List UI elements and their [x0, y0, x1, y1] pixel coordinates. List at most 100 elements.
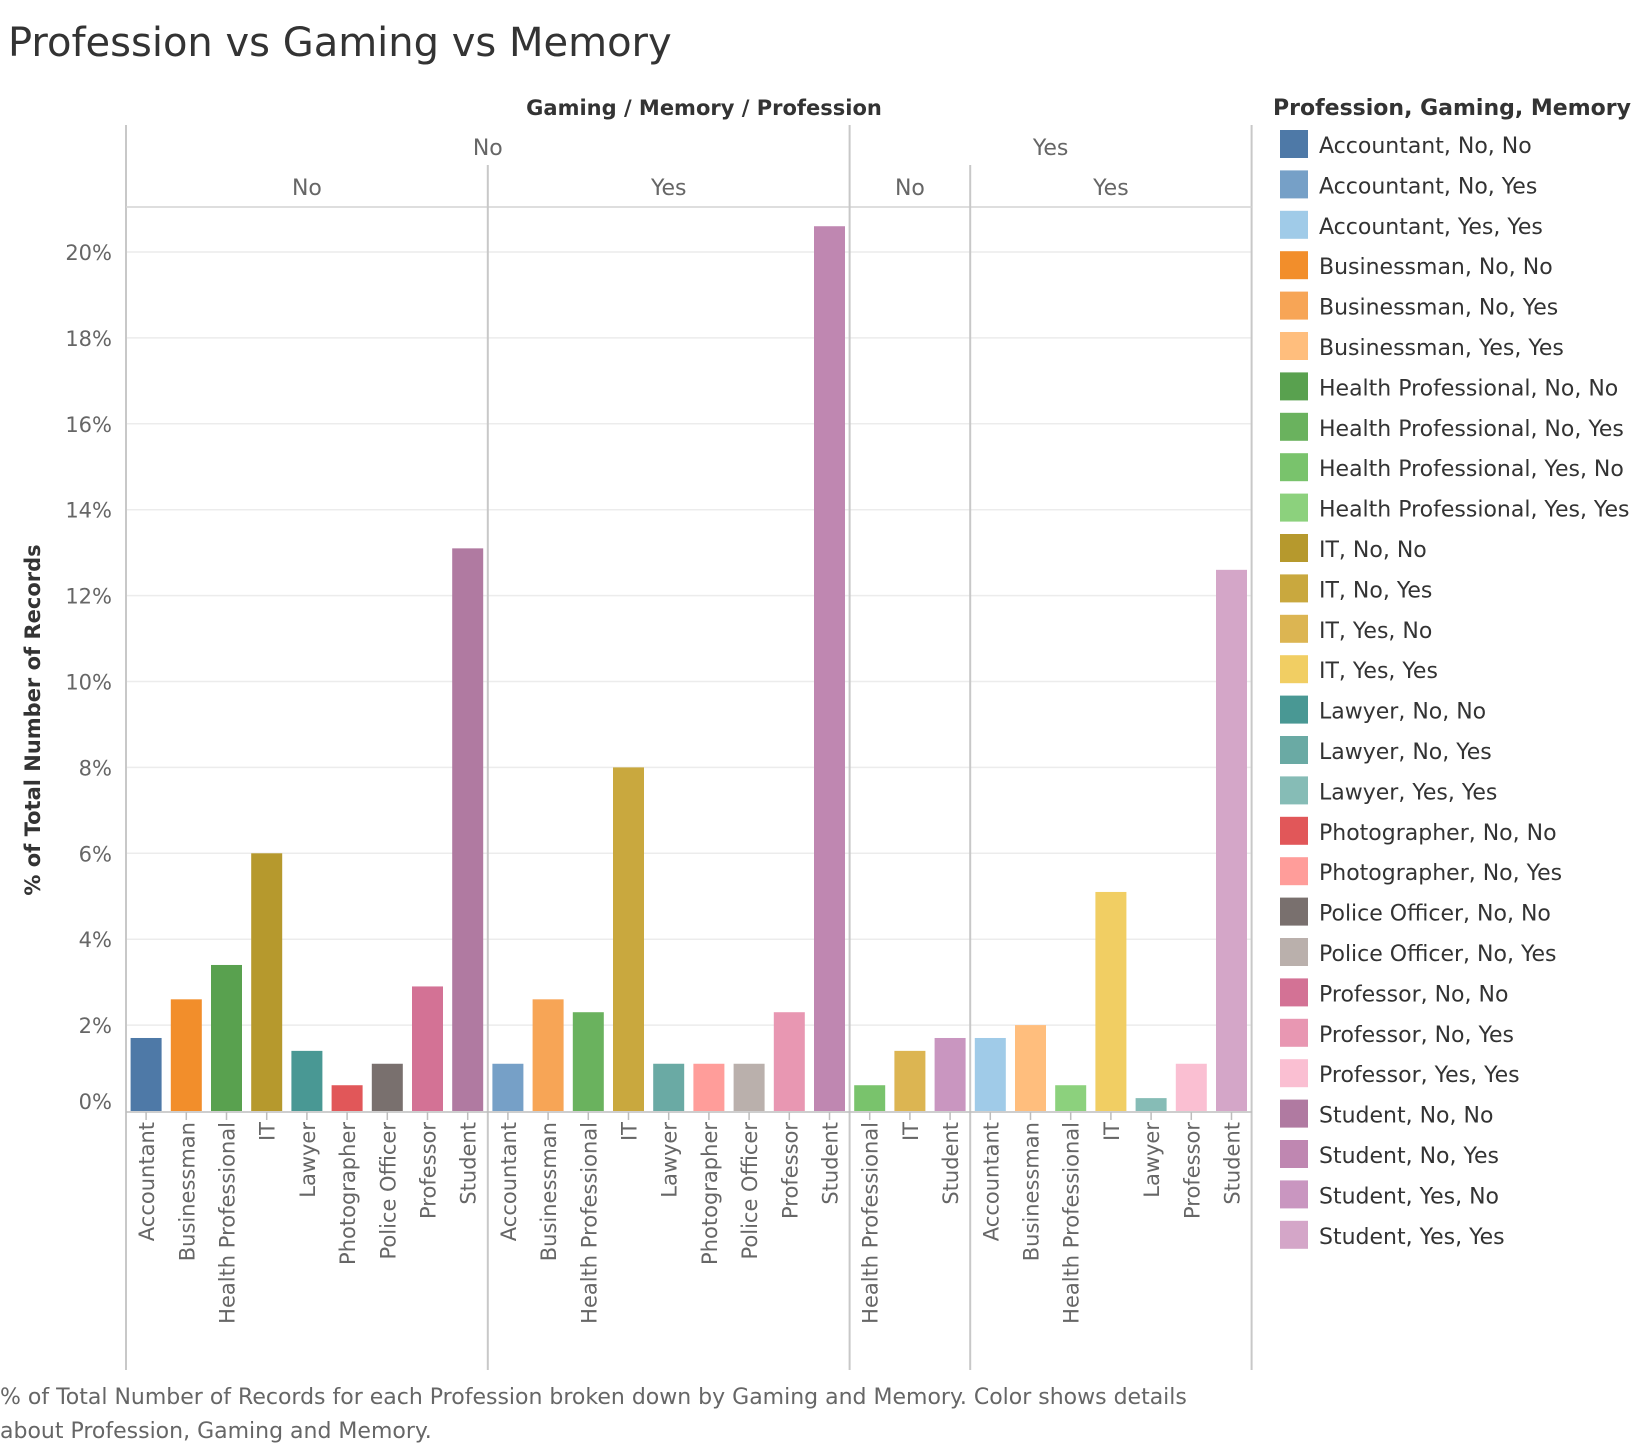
y-tick-label: 8% — [79, 756, 112, 780]
legend-label: IT, No, No — [1319, 538, 1427, 563]
legend-swatch — [1280, 493, 1308, 522]
bar — [653, 1063, 685, 1111]
legend-swatch — [1280, 857, 1308, 886]
bar — [773, 1012, 805, 1111]
legend-swatch — [1280, 776, 1308, 805]
category-label: Student — [457, 1122, 481, 1205]
legend-label: Health Professional, Yes, Yes — [1319, 498, 1629, 523]
legend-swatch — [1280, 695, 1308, 724]
column-headers: No Yes No Yes No Yes — [125, 125, 1253, 1370]
bar — [814, 226, 845, 1112]
y-axis-label: % of Total Number of Records — [21, 544, 45, 895]
legend-label: Student, Yes, Yes — [1319, 1225, 1505, 1250]
category-label: Health Professional — [859, 1122, 883, 1324]
gaming-header: Yes — [1032, 136, 1069, 161]
legend-label: Professor, No, Yes — [1319, 1023, 1514, 1048]
legend-swatch — [1280, 210, 1308, 239]
chart-title: Profession vs Gaming vs Memory — [8, 20, 672, 66]
category-label: Accountant — [135, 1122, 159, 1241]
category-label: Accountant — [497, 1122, 521, 1241]
y-tick-label: 12% — [65, 585, 112, 609]
legend-swatch — [1280, 1220, 1308, 1249]
legend-swatch — [1280, 1018, 1308, 1047]
bar — [613, 767, 644, 1111]
legend-swatch — [1280, 372, 1308, 401]
bar — [452, 548, 484, 1111]
category-label: Student — [939, 1122, 963, 1205]
bar — [331, 1085, 363, 1111]
bar — [1135, 1098, 1167, 1111]
bar — [733, 1063, 765, 1111]
gridlines — [126, 251, 1252, 1026]
legend-swatch — [1280, 978, 1308, 1007]
bar — [371, 1063, 403, 1111]
legend-swatch — [1280, 614, 1308, 643]
legend-label: Photographer, No, Yes — [1319, 861, 1562, 886]
bar — [492, 1063, 524, 1111]
legend-label: Student, No, Yes — [1319, 1144, 1499, 1169]
gaming-header: No — [473, 136, 503, 161]
category-label: Health Professional — [216, 1122, 240, 1324]
category-label: Lawyer — [658, 1122, 682, 1198]
legend-label: Lawyer, No, Yes — [1319, 740, 1492, 765]
y-tick-label: 6% — [79, 842, 112, 866]
memory-header: Yes — [1092, 176, 1129, 201]
bar — [894, 1050, 926, 1111]
y-tick-label: 4% — [79, 928, 112, 952]
memory-header: No — [292, 176, 322, 201]
bar — [572, 1012, 604, 1111]
y-tick-label: 20% — [65, 241, 112, 265]
category-label: Businessman — [1020, 1122, 1044, 1261]
caption-line-1: % of Total Number of Records for each Pr… — [0, 1385, 1187, 1410]
y-tick-label: 2% — [79, 1014, 112, 1038]
legend-label: Health Professional, No, No — [1319, 376, 1618, 401]
category-label: Lawyer — [296, 1122, 320, 1198]
bar — [130, 1037, 162, 1111]
legend-label: Police Officer, No, No — [1319, 902, 1551, 927]
legend-swatch — [1280, 1180, 1308, 1209]
bar — [974, 1037, 1006, 1111]
legend-label: Lawyer, Yes, Yes — [1319, 780, 1497, 805]
category-label: IT — [1100, 1122, 1124, 1141]
category-label: Student — [819, 1122, 843, 1205]
legend-label: Businessman, No, No — [1319, 255, 1553, 280]
legend-swatch — [1280, 251, 1308, 280]
legend-swatch — [1280, 655, 1308, 684]
legend-swatch — [1280, 332, 1308, 360]
bar — [934, 1037, 966, 1111]
legend-label: IT, Yes, No — [1319, 619, 1432, 644]
legend-label: Accountant, No, No — [1319, 134, 1532, 159]
legend-swatch — [1280, 938, 1308, 966]
caption-line-2: about Profession, Gaming and Memory. — [0, 1419, 432, 1444]
legend-label: Businessman, No, Yes — [1319, 296, 1558, 321]
category-label: Photographer — [698, 1122, 722, 1265]
memory-header: Yes — [650, 176, 687, 201]
legend-swatch — [1280, 897, 1308, 926]
category-label: IT — [256, 1122, 280, 1141]
legend-swatch — [1280, 291, 1308, 320]
category-label: Businessman — [537, 1122, 561, 1261]
bar — [854, 1085, 886, 1111]
legend-label: Accountant, No, Yes — [1319, 174, 1537, 199]
bar — [211, 964, 242, 1111]
bar — [251, 853, 283, 1111]
legend-label: Photographer, No, No — [1319, 821, 1557, 846]
y-tick-label: 10% — [65, 671, 112, 695]
legend-swatch — [1280, 534, 1308, 562]
category-label: Professor — [1180, 1122, 1204, 1219]
category-label: Student — [1221, 1122, 1245, 1205]
legend: Accountant, No, No Accountant, No, Yes Acc… — [1280, 130, 1629, 1250]
memory-header: No — [895, 176, 925, 201]
y-tick-label: 16% — [65, 413, 112, 437]
legend-swatch — [1280, 816, 1308, 845]
legend-swatch — [1280, 574, 1308, 603]
category-label: Police Officer — [376, 1122, 400, 1260]
y-tick-label: 18% — [65, 327, 112, 351]
legend-label: Student, Yes, No — [1319, 1184, 1499, 1209]
legend-label: Professor, No, No — [1319, 982, 1508, 1007]
bar — [1175, 1063, 1207, 1111]
category-label: Photographer — [336, 1122, 360, 1265]
column-header-title: Gaming / Memory / Profession — [526, 96, 882, 120]
category-label: IT — [899, 1122, 923, 1141]
